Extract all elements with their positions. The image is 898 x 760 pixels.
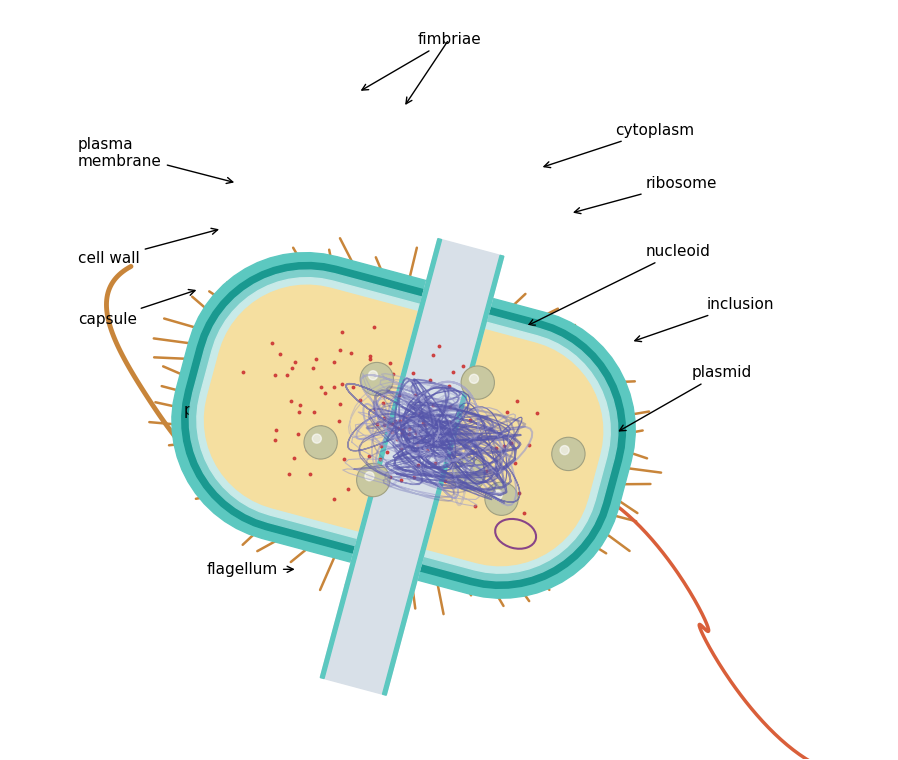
- Text: flagellum: flagellum: [207, 562, 294, 577]
- Text: plasma
membrane: plasma membrane: [78, 137, 233, 183]
- Polygon shape: [197, 277, 611, 573]
- Text: pilus: pilus: [184, 403, 220, 423]
- Polygon shape: [321, 239, 504, 695]
- Text: ribosome: ribosome: [575, 176, 718, 214]
- Circle shape: [461, 466, 470, 475]
- Polygon shape: [172, 252, 635, 598]
- Text: capsule: capsule: [78, 290, 195, 327]
- Text: inclusion: inclusion: [635, 296, 774, 341]
- Polygon shape: [181, 262, 625, 588]
- Text: nucleoid: nucleoid: [529, 244, 710, 325]
- Text: plasmid: plasmid: [620, 365, 752, 431]
- Circle shape: [485, 482, 518, 515]
- Circle shape: [470, 374, 479, 383]
- Polygon shape: [321, 239, 442, 679]
- Circle shape: [365, 472, 374, 481]
- Text: cytoplasm: cytoplasm: [544, 122, 695, 168]
- Text: fimbriae: fimbriae: [362, 32, 480, 90]
- Circle shape: [560, 445, 569, 454]
- Text: cell wall: cell wall: [78, 228, 217, 266]
- Circle shape: [304, 426, 338, 459]
- Polygon shape: [205, 285, 603, 565]
- Circle shape: [453, 458, 486, 491]
- Polygon shape: [189, 270, 618, 581]
- Circle shape: [493, 490, 502, 499]
- Polygon shape: [197, 285, 625, 596]
- Circle shape: [313, 434, 321, 443]
- Circle shape: [357, 464, 390, 497]
- Circle shape: [368, 371, 377, 380]
- Circle shape: [360, 363, 393, 396]
- Circle shape: [551, 437, 585, 470]
- Circle shape: [461, 366, 495, 399]
- Polygon shape: [383, 255, 504, 695]
